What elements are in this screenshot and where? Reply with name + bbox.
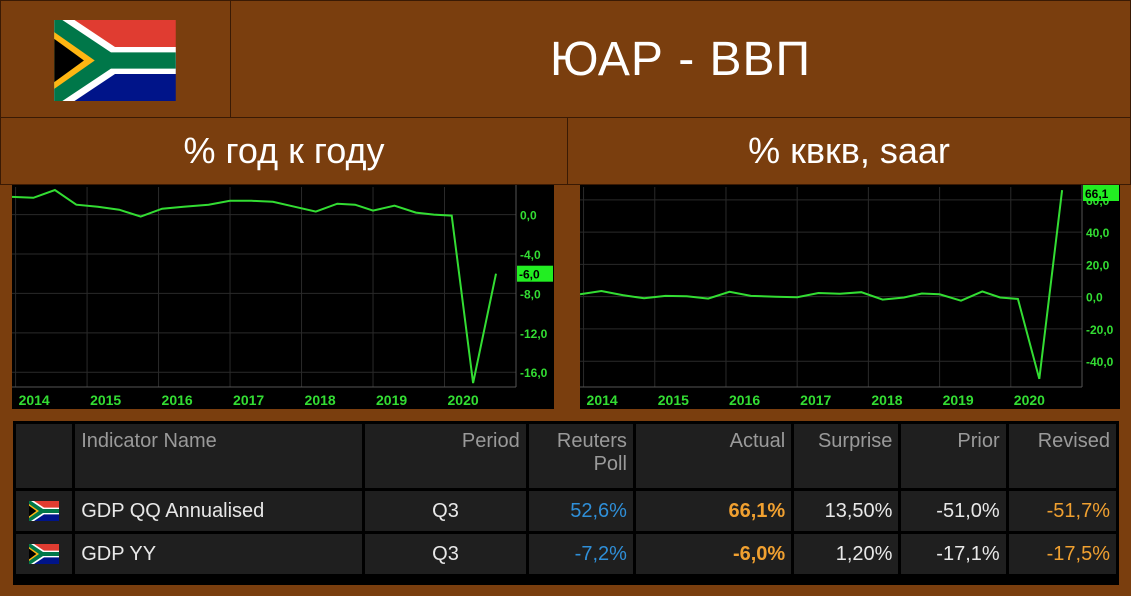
header-prior[interactable]: Prior [901,424,1006,488]
plot-area [12,187,516,387]
chart-yoy-svg: 0,0 -4,0 -8,0 -12,0 -16,0 2014 2015 2016 2017 201… [12,185,553,408]
panel-title-qq: % квкв, saar [567,117,1131,185]
header-flag-cell [0,0,231,118]
indicator-table: Indicator Name Period Reuters Poll Actua… [13,421,1119,585]
page-title-text: ЮАР - ВВП [549,32,812,86]
flag-red-band [29,544,60,555]
last-value-label: 66,1 [1085,187,1109,201]
last-value-badge [1083,185,1119,201]
y-tick-label: 0,0 [520,209,537,223]
y-tick-label: 20,0 [1086,258,1110,272]
row-revised: -51,7% [1008,491,1116,531]
panel-title-yy: % год к году [0,117,568,185]
south-africa-flag-icon [29,501,60,522]
y-tick-label: -12,0 [520,327,548,341]
flag-green-band [54,20,176,101]
x-tick-label: 2019 [943,392,974,408]
header-surprise[interactable]: Surprise [794,424,899,488]
header-indicator-name[interactable]: Indicator Name [75,424,363,488]
row-period: Q3 [365,491,526,531]
flag-green-band [29,544,60,565]
row-actual: 66,1% [635,491,792,531]
row-reuters-poll: -7,2% [528,534,633,574]
table-row[interactable]: GDP QQ Annualised Q3 52,6% 66,1% 13,50% … [16,491,1116,531]
row-revised: -17,5% [1008,534,1116,574]
row-flag-cell [16,491,73,531]
row-reuters-poll: 52,6% [528,491,633,531]
x-tick-label: 2020 [1014,392,1045,408]
page-title: ЮАР - ВВП [230,0,1131,118]
last-value-label: -6,0 [519,268,540,282]
row-actual: -6,0% [635,534,792,574]
x-tick-label: 2014 [19,392,50,408]
x-tick-label: 2015 [90,392,121,408]
x-tick-label: 2016 [729,392,760,408]
row-prior: -51,0% [901,491,1006,531]
header-revised[interactable]: Revised [1008,424,1116,488]
plot-area [580,187,1082,387]
table-header-row: Indicator Name Period Reuters Poll Actua… [16,424,1116,488]
header-period[interactable]: Period [365,424,526,488]
x-tick-label: 2018 [305,392,336,408]
panel-title-yy-text: % год к году [183,130,385,171]
flag-black-triangle [29,505,37,517]
row-prior: -17,1% [901,534,1006,574]
header-actual[interactable]: Actual [635,424,792,488]
x-tick-label: 2016 [162,392,193,408]
row-period: Q3 [365,534,526,574]
y-tick-label: -20,0 [1086,323,1114,337]
y-tick-label: -8,0 [520,287,541,301]
header-reuters-poll[interactable]: Reuters Poll [528,424,633,488]
flag-blue-band [29,511,60,522]
y-tick-label: 0,0 [1086,291,1103,305]
x-tick-label: 2019 [376,392,407,408]
x-tick-label: 2017 [233,392,264,408]
flag-red-band [29,501,60,512]
x-tick-label: 2014 [587,392,618,408]
flag-green-band [29,501,60,522]
row-surprise: 1,20% [794,534,899,574]
row-flag-cell [16,534,73,574]
x-tick-label: 2015 [658,392,689,408]
chart-yoy: 0,0 -4,0 -8,0 -12,0 -16,0 2014 2015 2016 2017 201… [12,185,554,409]
table-row[interactable]: GDP YY Q3 -7,2% -6,0% 1,20% -17,1% -17,5… [16,534,1116,574]
south-africa-flag-icon [54,20,176,101]
series-line [580,189,1064,380]
chart-qoq-svg: 60,040,020,00,0-20,0-40,0201420152016201… [580,185,1119,408]
row-surprise: 13,50% [794,491,899,531]
x-tick-label: 2017 [800,392,831,408]
row-indicator-name: GDP QQ Annualised [75,491,363,531]
chart-qoq: 60,040,020,00,0-20,0-40,0201420152016201… [580,185,1120,409]
south-africa-flag-icon [29,544,60,565]
y-tick-label: 40,0 [1086,226,1110,240]
y-tick-label: -40,0 [1086,355,1114,369]
y-tick-label: -4,0 [520,248,541,262]
flag-black-triangle [54,38,84,83]
flag-blue-band [29,554,60,565]
last-value-badge [517,265,553,282]
panel-title-qq-text: % квкв, saar [748,130,950,171]
header-flag [16,424,73,488]
flag-black-triangle [29,548,37,560]
x-tick-label: 2018 [871,392,902,408]
x-tick-label: 2020 [448,392,479,408]
series-line [12,188,497,384]
y-tick-label: -16,0 [520,366,548,380]
row-indicator-name: GDP YY [75,534,363,574]
